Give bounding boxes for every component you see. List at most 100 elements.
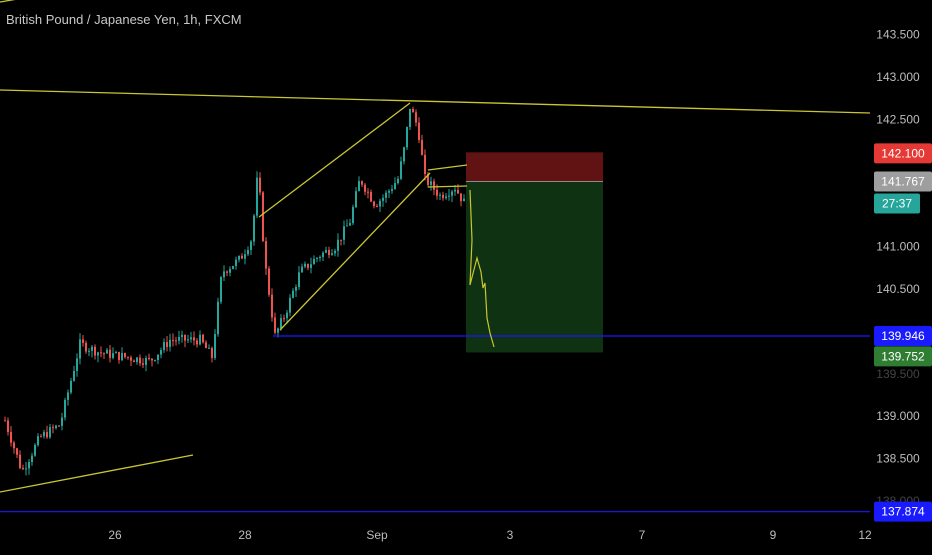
candle-body [418, 122, 420, 141]
price-tick-label: 141.000 [876, 240, 920, 254]
candle-body [220, 277, 222, 302]
candle-body [94, 346, 96, 356]
candle-body [424, 154, 426, 175]
candle-body [268, 268, 270, 295]
candle-body [91, 346, 93, 351]
take-profit-tag-label: 139.752 [881, 349, 925, 363]
candle-body [133, 360, 135, 363]
candlesticks [4, 106, 465, 476]
candle-body [283, 318, 285, 320]
candle-body [112, 353, 114, 358]
candle-body [415, 112, 417, 123]
candle-body [4, 420, 6, 422]
flag-top-line [427, 164, 468, 171]
candle-body [139, 357, 141, 364]
time-tick-label: 12 [858, 528, 872, 542]
candle-body [412, 108, 414, 113]
candle-body [142, 363, 144, 365]
candle-body [397, 178, 399, 184]
countdown-tag [874, 193, 920, 214]
candle-body [55, 425, 57, 429]
candle-body [436, 189, 438, 196]
candle-body [82, 339, 84, 343]
candle-body [316, 258, 318, 260]
candle-body [79, 339, 81, 359]
candle-body [205, 342, 207, 349]
candle-body [340, 239, 342, 241]
candle-body [355, 191, 357, 208]
candle-body [61, 417, 63, 426]
candle-body [88, 350, 90, 352]
candle-body [334, 250, 336, 254]
candle-body [196, 340, 198, 345]
price-axis: 143.500 143.000 142.500 141.000 140.500 139.0… [870, 0, 932, 550]
candle-body [277, 328, 279, 333]
candle-body [250, 241, 252, 250]
candle-body [241, 255, 243, 259]
candle-body [271, 294, 273, 318]
candle-body [76, 358, 78, 371]
candle-body [118, 351, 120, 361]
candle-body [100, 352, 102, 354]
candle-body [265, 241, 267, 269]
candle-body [16, 448, 18, 455]
candle-body [352, 207, 354, 224]
candle-body [379, 200, 381, 207]
candle-body [157, 354, 159, 361]
candle-body [169, 339, 171, 347]
candle-body [130, 357, 132, 361]
candle-body [301, 266, 303, 273]
candle-body [313, 259, 315, 265]
candle-body [382, 197, 384, 201]
stop-loss-tag [874, 143, 932, 164]
candle-body [160, 350, 162, 355]
candle-body [109, 349, 111, 358]
candle-body [31, 455, 33, 462]
blue-level-tag [874, 325, 932, 346]
price-tick-label: 140.500 [876, 282, 920, 296]
candle-body [28, 461, 30, 469]
candle-body [211, 347, 213, 358]
price-tags: 142.100 141.767 27:37 139.946 139.752 137.874 [874, 143, 932, 522]
candle-body [22, 468, 24, 470]
candle-body [421, 140, 423, 155]
last-price-tag-label: 141.767 [881, 175, 925, 189]
candle-body [439, 194, 441, 196]
candle-body [280, 318, 282, 329]
candle-body [67, 392, 69, 400]
time-tick-label: 26 [108, 528, 122, 542]
candle-body [10, 432, 12, 443]
candle-body [430, 181, 432, 185]
time-axis: 26 28 Sep 3 7 9 12 [108, 528, 872, 542]
candle-body [445, 196, 447, 199]
candle-body [256, 177, 258, 216]
candle-body [34, 445, 36, 456]
candle-body [163, 342, 165, 351]
candle-body [298, 272, 300, 287]
candle-body [106, 349, 108, 354]
candle-body [37, 436, 39, 446]
candle-body [337, 239, 339, 251]
bottom-level-tag-label: 137.874 [881, 505, 925, 519]
candle-body [208, 347, 210, 349]
candle-body [370, 191, 372, 202]
price-tick-label: 143.500 [876, 28, 920, 42]
channel-bottom-line [279, 172, 431, 331]
candle-body [46, 432, 48, 438]
upper-trendline [0, 89, 871, 114]
channel-top-line [258, 102, 411, 218]
candle-body [217, 301, 219, 335]
candle-body [229, 268, 231, 273]
candle-body [127, 356, 129, 358]
candle-body [388, 190, 390, 193]
candle-body [364, 184, 366, 192]
candle-body [358, 181, 360, 192]
candle-body [184, 334, 186, 341]
candle-body [145, 357, 147, 365]
candle-body [40, 436, 42, 438]
lower-trendline [0, 454, 194, 493]
time-tick-label: 7 [639, 528, 646, 542]
bottom-level-tag [874, 501, 932, 522]
